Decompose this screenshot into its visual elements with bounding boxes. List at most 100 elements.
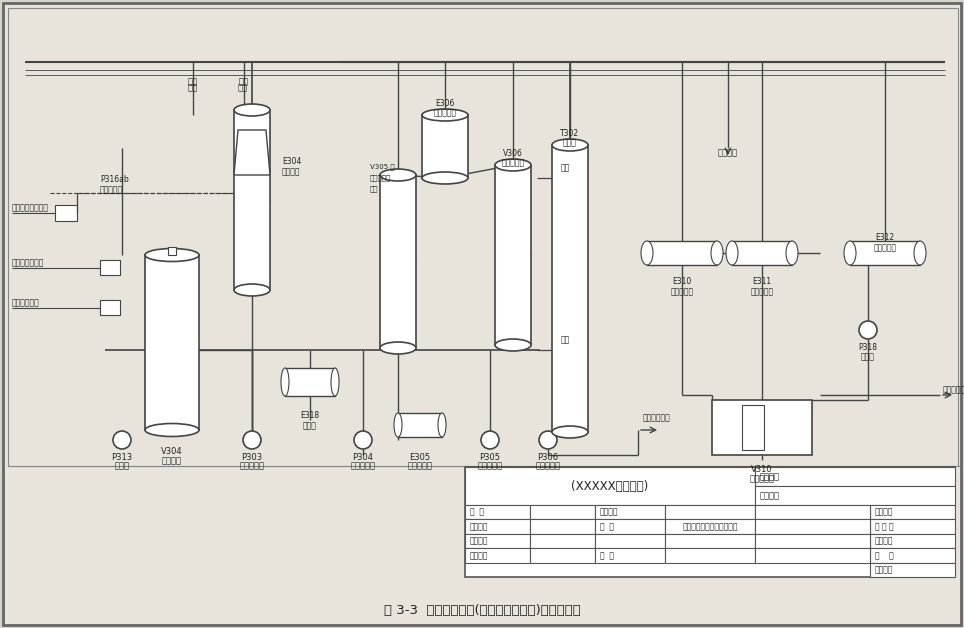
Bar xyxy=(755,505,870,519)
Text: 至毛油暂存罐: 至毛油暂存罐 xyxy=(643,413,671,423)
Ellipse shape xyxy=(234,284,270,296)
Bar xyxy=(530,519,595,534)
Bar xyxy=(665,505,755,519)
Bar xyxy=(595,534,665,548)
Bar xyxy=(755,467,955,486)
Ellipse shape xyxy=(380,342,416,354)
Text: P313: P313 xyxy=(112,453,133,462)
Text: E312: E312 xyxy=(875,234,895,242)
Text: 混合油处理工序物料流程图: 混合油处理工序物料流程图 xyxy=(683,522,737,531)
Text: (XXXXX设计公司): (XXXXX设计公司) xyxy=(572,480,649,492)
Ellipse shape xyxy=(281,368,289,396)
Text: 一蒸闪发箱: 一蒸闪发箱 xyxy=(370,175,391,181)
Bar xyxy=(465,467,755,505)
Text: 混合油罐: 混合油罐 xyxy=(162,457,182,465)
Bar xyxy=(55,205,77,221)
Bar xyxy=(168,247,176,255)
Ellipse shape xyxy=(422,172,468,184)
Text: 口浸出器混合油: 口浸出器混合油 xyxy=(12,259,44,268)
Text: P303: P303 xyxy=(241,453,262,462)
Text: 余溶剂回转座: 余溶剂回转座 xyxy=(943,386,964,394)
Bar xyxy=(870,505,955,519)
Bar xyxy=(755,548,870,563)
Ellipse shape xyxy=(711,241,723,265)
Bar xyxy=(732,241,792,265)
Text: E306: E306 xyxy=(436,99,455,107)
Bar xyxy=(870,563,955,577)
Bar xyxy=(647,241,717,265)
Ellipse shape xyxy=(495,339,531,351)
Text: 工 程 号: 工 程 号 xyxy=(875,522,894,531)
Ellipse shape xyxy=(331,368,339,396)
Ellipse shape xyxy=(786,241,798,265)
Polygon shape xyxy=(234,130,270,175)
Text: P305: P305 xyxy=(479,453,500,462)
Ellipse shape xyxy=(552,139,588,151)
Bar xyxy=(742,405,764,450)
Text: 批  准: 批 准 xyxy=(600,551,614,560)
Text: 设计制图: 设计制图 xyxy=(600,507,619,517)
Bar xyxy=(530,505,595,519)
Bar xyxy=(530,548,595,563)
Text: 节能泵: 节能泵 xyxy=(861,352,875,362)
Bar xyxy=(465,519,530,534)
Text: 二蒸闪发箱: 二蒸闪发箱 xyxy=(501,158,524,168)
Text: E311: E311 xyxy=(753,278,771,286)
Bar xyxy=(398,413,442,437)
Bar xyxy=(285,368,335,396)
Text: 二蒸供油泵: 二蒸供油泵 xyxy=(351,462,376,470)
Text: E318: E318 xyxy=(301,411,319,421)
Bar xyxy=(552,145,588,432)
Text: 审  定: 审 定 xyxy=(470,507,484,517)
Text: 油油换热器: 油油换热器 xyxy=(408,462,433,470)
Ellipse shape xyxy=(495,159,531,171)
Ellipse shape xyxy=(438,413,446,437)
Circle shape xyxy=(481,431,499,449)
Bar xyxy=(100,260,120,275)
Bar xyxy=(380,175,416,348)
Bar xyxy=(665,548,755,563)
Bar xyxy=(870,534,955,548)
Bar xyxy=(595,505,665,519)
Bar xyxy=(530,534,595,548)
Text: 气提冷凝器: 气提冷凝器 xyxy=(750,288,773,296)
Text: V305 第: V305 第 xyxy=(370,164,394,170)
Circle shape xyxy=(859,321,877,339)
Text: E310: E310 xyxy=(672,278,691,286)
Ellipse shape xyxy=(641,241,653,265)
Text: 专业负责: 专业负责 xyxy=(470,551,489,560)
Bar xyxy=(850,241,920,265)
Bar xyxy=(465,505,530,519)
Text: 设计阶段: 设计阶段 xyxy=(875,536,894,546)
Text: 汽提塔: 汽提塔 xyxy=(563,139,576,148)
Bar xyxy=(422,115,468,178)
Circle shape xyxy=(539,431,557,449)
Text: 校  对: 校 对 xyxy=(600,522,614,531)
Text: 项目负责: 项目负责 xyxy=(470,536,489,546)
Text: P306: P306 xyxy=(538,453,558,462)
Bar xyxy=(755,534,870,548)
Text: 蒸脱冷凝器: 蒸脱冷凝器 xyxy=(670,288,693,296)
Text: T302: T302 xyxy=(560,129,579,138)
Text: 工程名称: 工程名称 xyxy=(760,472,780,481)
Circle shape xyxy=(113,431,131,449)
Ellipse shape xyxy=(394,413,402,437)
Text: P316ab: P316ab xyxy=(100,175,129,185)
Bar xyxy=(665,519,755,534)
Ellipse shape xyxy=(422,109,468,121)
Text: 蒸汽: 蒸汽 xyxy=(560,163,570,173)
Ellipse shape xyxy=(145,423,199,436)
Text: 汽提抽出泵: 汽提抽出泵 xyxy=(535,462,560,470)
Text: 一蒸供油泵: 一蒸供油泵 xyxy=(239,462,264,470)
Text: 汽提供油泵: 汽提供油泵 xyxy=(477,462,502,470)
Text: 图 3-3  油脂浸出车间(混合油处理工序)物料流程图: 图 3-3 油脂浸出车间(混合油处理工序)物料流程图 xyxy=(384,604,580,617)
Text: 蒸汽: 蒸汽 xyxy=(370,186,379,192)
Text: 设计日期: 设计日期 xyxy=(875,565,894,574)
Text: 口蒸脱机二次蒸汽: 口蒸脱机二次蒸汽 xyxy=(12,203,49,212)
Ellipse shape xyxy=(726,241,738,265)
Text: 工艺审核: 工艺审核 xyxy=(470,522,489,531)
Bar xyxy=(234,110,270,290)
Text: 蒸汽: 蒸汽 xyxy=(188,77,198,87)
Bar xyxy=(100,300,120,315)
Ellipse shape xyxy=(552,426,588,438)
